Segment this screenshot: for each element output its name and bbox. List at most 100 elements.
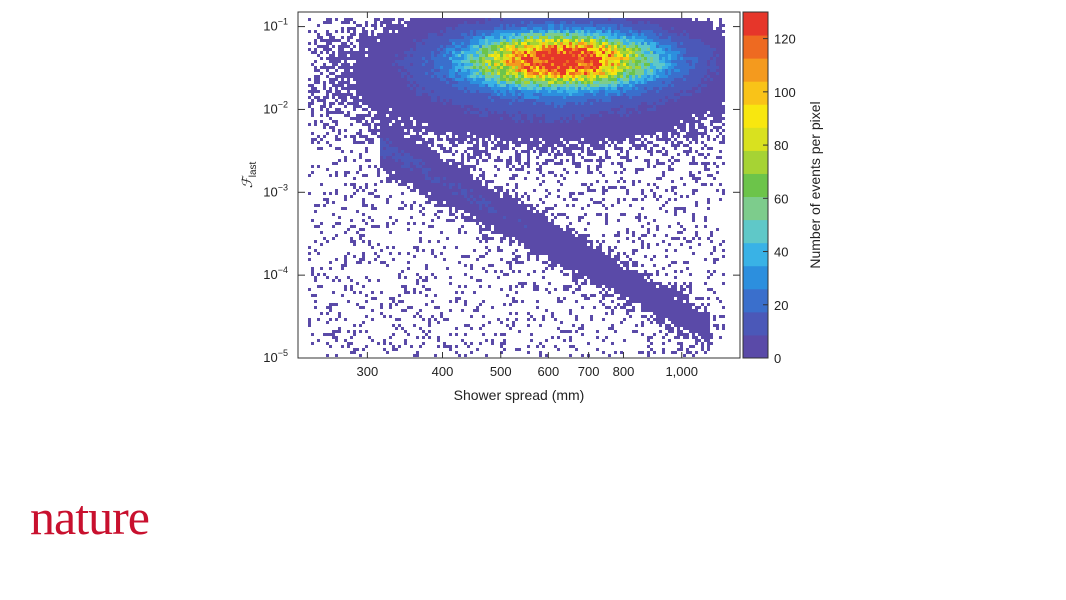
heatmap-cell — [521, 129, 524, 132]
heatmap-cell — [515, 39, 518, 42]
heatmap-cell — [320, 222, 323, 225]
heatmap-cell — [548, 126, 551, 129]
heatmap-cell — [425, 303, 428, 306]
heatmap-cell — [338, 54, 341, 57]
heatmap-cell — [362, 75, 365, 78]
heatmap-cell — [518, 90, 521, 93]
heatmap-cell — [428, 45, 431, 48]
heatmap-cell — [482, 69, 485, 72]
heatmap-cell — [452, 42, 455, 45]
heatmap-cell — [374, 165, 377, 168]
heatmap-cell — [473, 99, 476, 102]
heatmap-cell — [503, 24, 506, 27]
heatmap-cell — [404, 114, 407, 117]
heatmap-cell — [476, 90, 479, 93]
heatmap-cell — [545, 111, 548, 114]
heatmap-cell — [371, 141, 374, 144]
heatmap-cell — [359, 156, 362, 159]
heatmap-cell — [437, 117, 440, 120]
heatmap-cell — [569, 222, 572, 225]
heatmap-cell — [479, 180, 482, 183]
heatmap-cell — [467, 81, 470, 84]
heatmap-cell — [497, 318, 500, 321]
heatmap-cell — [440, 192, 443, 195]
heatmap-cell — [410, 93, 413, 96]
heatmap-cell — [341, 78, 344, 81]
heatmap-cell — [548, 84, 551, 87]
heatmap-cell — [431, 30, 434, 33]
heatmap-cell — [389, 168, 392, 171]
heatmap-cell — [389, 84, 392, 87]
heatmap-cell — [461, 60, 464, 63]
heatmap-cell — [470, 267, 473, 270]
heatmap-cell — [437, 90, 440, 93]
heatmap-cell — [569, 84, 572, 87]
heatmap-cell — [542, 84, 545, 87]
heatmap-cell — [422, 18, 425, 21]
heatmap-cell — [455, 165, 458, 168]
heatmap-cell — [446, 267, 449, 270]
heatmap-cell — [515, 81, 518, 84]
heatmap-cell — [554, 39, 557, 42]
heatmap-cell — [317, 318, 320, 321]
heatmap-cell — [509, 264, 512, 267]
heatmap-cell — [467, 174, 470, 177]
heatmap-cell — [461, 105, 464, 108]
heatmap-cell — [542, 105, 545, 108]
heatmap-cell — [404, 87, 407, 90]
heatmap-cell — [470, 18, 473, 21]
heatmap-cell — [425, 24, 428, 27]
heatmap-cell — [422, 318, 425, 321]
heatmap-cell — [422, 21, 425, 24]
heatmap-cell — [527, 219, 530, 222]
heatmap-cell — [470, 219, 473, 222]
heatmap-cell — [338, 90, 341, 93]
heatmap-cell — [560, 300, 563, 303]
heatmap-cell — [458, 177, 461, 180]
heatmap-cell — [455, 300, 458, 303]
heatmap-cell — [497, 123, 500, 126]
heatmap-cell — [410, 75, 413, 78]
heatmap-cell — [482, 45, 485, 48]
heatmap-cell — [437, 57, 440, 60]
heatmap-cell — [383, 75, 386, 78]
heatmap-cell — [407, 99, 410, 102]
heatmap-cell — [542, 213, 545, 216]
heatmap-cell — [557, 150, 560, 153]
heatmap-cell — [506, 147, 509, 150]
heatmap-cell — [410, 66, 413, 69]
heatmap-cell — [398, 33, 401, 36]
heatmap-cell — [449, 120, 452, 123]
heatmap-cell — [344, 72, 347, 75]
heatmap-cell — [506, 294, 509, 297]
heatmap-cell — [530, 141, 533, 144]
heatmap-cell — [353, 141, 356, 144]
heatmap-cell — [410, 165, 413, 168]
heatmap-cell — [410, 207, 413, 210]
heatmap-cell — [407, 333, 410, 336]
heatmap-cell — [401, 48, 404, 51]
heatmap-cell — [527, 312, 530, 315]
heatmap-cell — [392, 297, 395, 300]
heatmap-cell — [515, 198, 518, 201]
heatmap-cell — [338, 51, 341, 54]
heatmap-cell — [557, 105, 560, 108]
heatmap-cell — [464, 168, 467, 171]
heatmap-cell — [464, 126, 467, 129]
heatmap-cell — [485, 144, 488, 147]
heatmap-cell — [515, 105, 518, 108]
heatmap-cell — [554, 231, 557, 234]
heatmap-cell — [413, 18, 416, 21]
heatmap-cell — [446, 81, 449, 84]
heatmap-cell — [476, 99, 479, 102]
heatmap-cell — [533, 243, 536, 246]
heatmap-cell — [365, 33, 368, 36]
heatmap-cell — [470, 315, 473, 318]
heatmap-cell — [455, 291, 458, 294]
heatmap-cell — [362, 213, 365, 216]
heatmap-cell — [461, 54, 464, 57]
heatmap-cell — [530, 120, 533, 123]
heatmap-cell — [362, 258, 365, 261]
heatmap-cell — [389, 336, 392, 339]
heatmap-cell — [386, 102, 389, 105]
